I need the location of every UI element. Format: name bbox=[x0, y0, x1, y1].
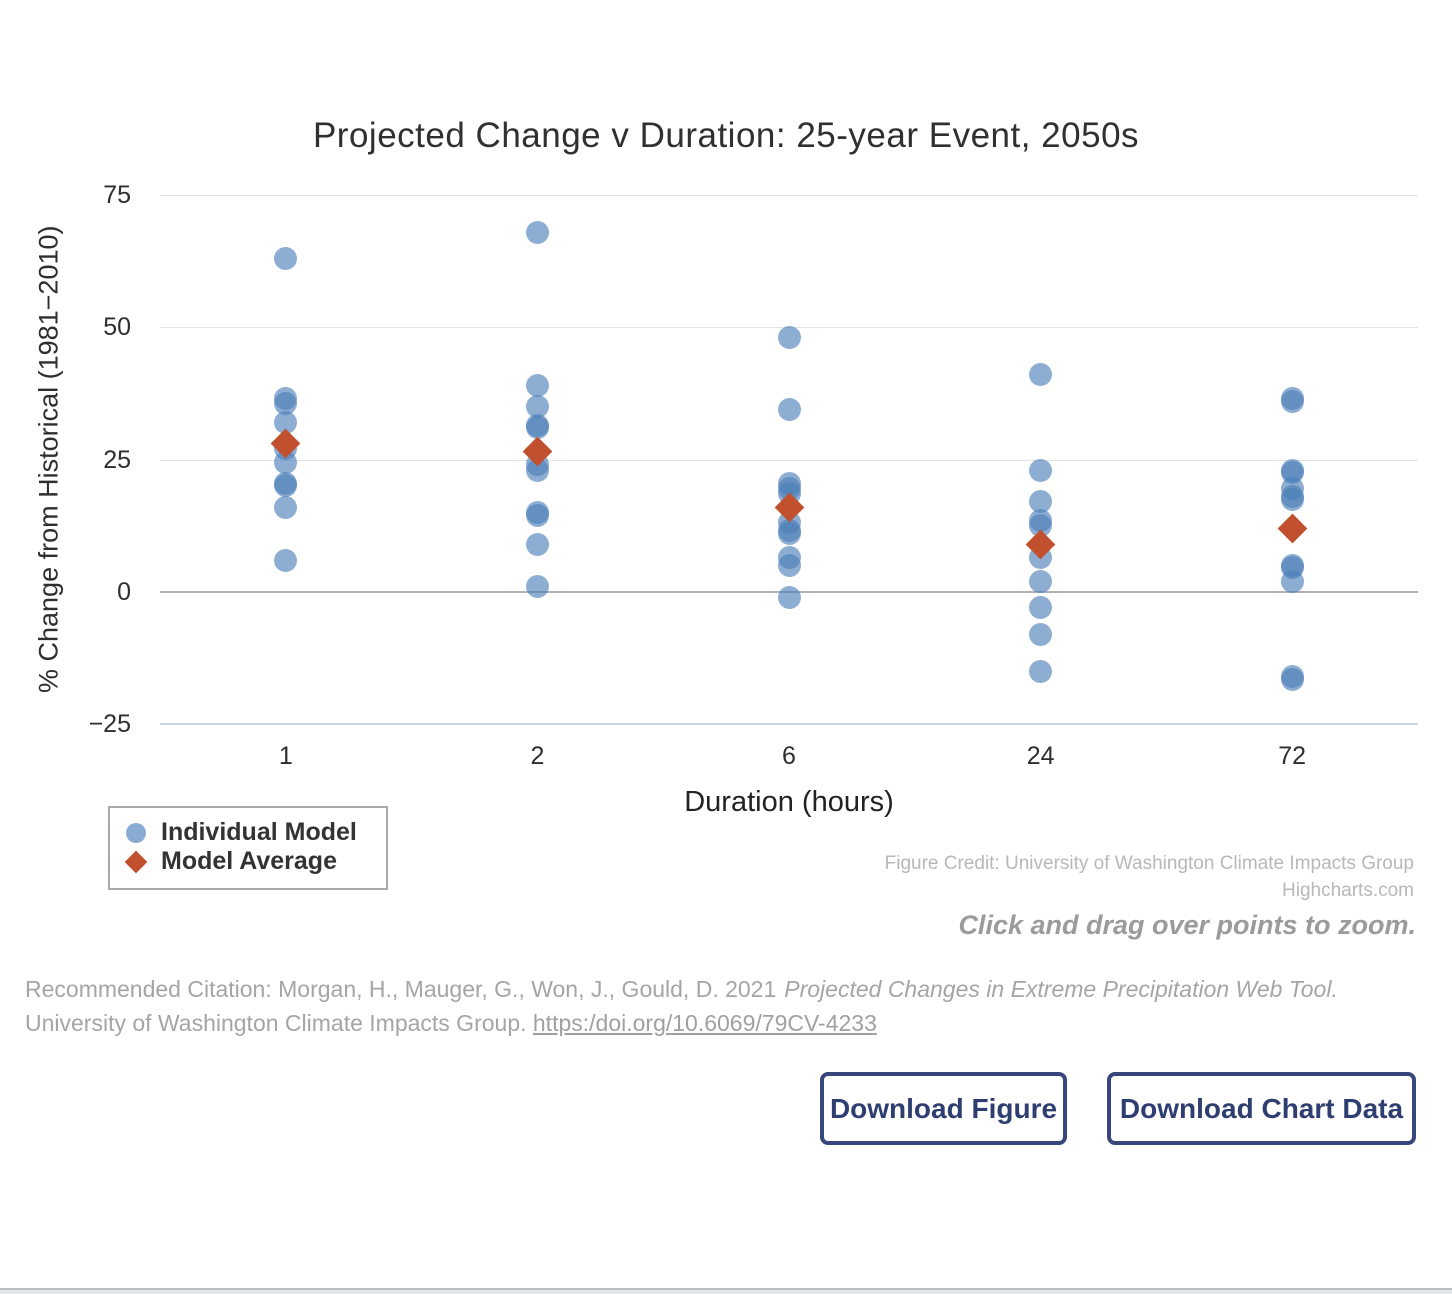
data-point-individual-model[interactable] bbox=[274, 548, 298, 572]
legend-label: Individual Model bbox=[161, 818, 357, 846]
data-point-individual-model[interactable] bbox=[525, 532, 549, 556]
zoom-hint: Click and drag over points to zoom. bbox=[958, 910, 1416, 940]
download-chart-data-button[interactable]: Download Chart Data bbox=[1107, 1072, 1416, 1145]
x-tick-label: 2 bbox=[530, 742, 545, 770]
x-tick-label: 72 bbox=[1278, 742, 1307, 770]
y-tick-label: 75 bbox=[103, 181, 131, 209]
legend-item-model-average[interactable]: Model Average bbox=[124, 847, 370, 876]
data-point-individual-model[interactable] bbox=[274, 410, 298, 434]
x-tick-label: 1 bbox=[278, 742, 293, 770]
x-tick-label: 6 bbox=[782, 742, 796, 770]
gridline-y--25 bbox=[160, 723, 1418, 725]
data-point-individual-model[interactable] bbox=[525, 220, 549, 244]
data-point-individual-model[interactable] bbox=[525, 416, 549, 440]
data-point-individual-model[interactable] bbox=[1029, 363, 1053, 387]
citation-line-2: University of Washington Climate Impacts… bbox=[25, 1010, 877, 1036]
data-point-individual-model[interactable] bbox=[274, 246, 298, 270]
doi-link[interactable]: https:/doi.org/10.6069/79CV-4233 bbox=[532, 1010, 877, 1036]
gridline-y-75 bbox=[160, 195, 1418, 196]
download-figure-button[interactable]: Download Figure bbox=[820, 1072, 1067, 1145]
y-tick-label: 0 bbox=[117, 577, 131, 606]
data-point-individual-model[interactable] bbox=[274, 392, 298, 416]
recommended-citation: Recommended Citation: Morgan, H., Mauger… bbox=[25, 972, 1437, 1040]
data-point-individual-model[interactable] bbox=[777, 553, 801, 577]
data-point-individual-model[interactable] bbox=[1280, 487, 1304, 511]
x-tick-label: 24 bbox=[1026, 742, 1055, 770]
data-point-individual-model[interactable] bbox=[1280, 667, 1304, 691]
y-tick-label: −25 bbox=[88, 710, 131, 738]
data-point-model-average[interactable] bbox=[1277, 513, 1308, 544]
data-point-individual-model[interactable] bbox=[777, 522, 801, 546]
credit-line: Figure Credit: University of Washington … bbox=[884, 853, 1414, 874]
model-average-diamond-icon bbox=[124, 850, 148, 873]
gridline-y-25 bbox=[160, 459, 1418, 461]
data-point-individual-model[interactable] bbox=[1280, 389, 1304, 413]
plot-area[interactable] bbox=[160, 195, 1418, 725]
legend-item-individual-model[interactable]: Individual Model bbox=[126, 818, 370, 847]
data-point-individual-model[interactable] bbox=[1029, 659, 1053, 683]
chart-legend: Individual Model Model Average bbox=[108, 806, 388, 890]
data-point-individual-model[interactable] bbox=[274, 450, 298, 474]
y-tick-label: 50 bbox=[103, 313, 131, 342]
data-point-individual-model[interactable] bbox=[1029, 569, 1053, 593]
data-point-individual-model[interactable] bbox=[777, 326, 801, 350]
chart-title: Projected Change v Duration: 25-year Eve… bbox=[312, 116, 1140, 155]
individual-model-circle-icon bbox=[126, 822, 146, 843]
data-point-individual-model[interactable] bbox=[1029, 458, 1053, 482]
data-point-individual-model[interactable] bbox=[525, 574, 549, 598]
y-axis-tick-labels: 75 50 25 0 −25 bbox=[45, 181, 131, 738]
data-point-individual-model[interactable] bbox=[525, 395, 549, 419]
data-point-individual-model[interactable] bbox=[525, 458, 549, 482]
data-point-individual-model[interactable] bbox=[274, 495, 298, 519]
citation-work-title: Projected Changes in Extreme Precipitati… bbox=[784, 976, 1338, 1002]
data-point-individual-model[interactable] bbox=[1029, 490, 1053, 514]
figure-credits: Figure Credit: University of Washington … bbox=[885, 850, 1414, 904]
data-point-individual-model[interactable] bbox=[1029, 596, 1053, 620]
data-point-individual-model[interactable] bbox=[1029, 514, 1053, 538]
data-point-individual-model[interactable] bbox=[1280, 569, 1304, 593]
citation-line-1: Recommended Citation: Morgan, H., Mauger… bbox=[25, 976, 1338, 1002]
data-point-individual-model[interactable] bbox=[274, 474, 298, 498]
bottom-strip bbox=[0, 1290, 1452, 1294]
data-point-individual-model[interactable] bbox=[777, 397, 801, 421]
highcharts-credit[interactable]: Highcharts.com bbox=[1282, 880, 1414, 901]
data-point-individual-model[interactable] bbox=[525, 373, 549, 397]
x-axis-tick-labels: 1 2 6 24 72 bbox=[160, 742, 1418, 772]
x-axis-title: Duration (hours) bbox=[684, 786, 894, 818]
legend-label: Model Average bbox=[161, 847, 337, 875]
data-point-individual-model[interactable] bbox=[525, 503, 549, 527]
data-point-individual-model[interactable] bbox=[777, 585, 801, 609]
data-point-individual-model[interactable] bbox=[1029, 622, 1053, 646]
y-tick-label: 25 bbox=[103, 445, 131, 474]
bottom-divider bbox=[0, 1288, 1452, 1290]
